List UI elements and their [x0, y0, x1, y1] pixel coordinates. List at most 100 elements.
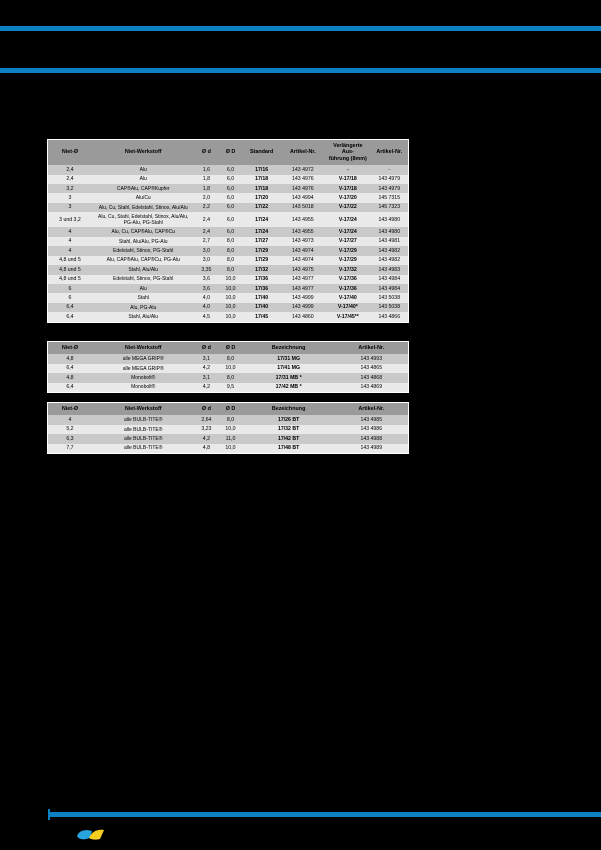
- table-cell: 4: [48, 415, 92, 425]
- table-cell: Alu: [91, 283, 195, 294]
- table-cell: 143 4860: [280, 312, 326, 322]
- table-cell: Alu, PG-Alu: [91, 302, 195, 313]
- table-cell: 143 4999: [280, 293, 326, 303]
- col-header-durchmesser-d: Ø d: [194, 403, 219, 416]
- table-cell: 2,0: [194, 193, 219, 203]
- table-cell: 143 4988: [334, 434, 408, 444]
- table-row: 4 Stahl, Alu/Alu, PG-Alu 2,7 8,0 17/27 143 49…: [48, 236, 408, 247]
- table-row: 3,2 CAP®Alu, CAP®Kupfer 1,8 6,0 17/18 143 497…: [48, 183, 408, 194]
- table-cell: 6,4: [48, 363, 92, 374]
- table-cell: 4,8 und 5: [48, 255, 92, 266]
- table-row: 3 Alu/Cu 2,0 6,0 17/20 143 4994 V-17/20 145 731…: [48, 193, 408, 203]
- table-cell: 6,0: [218, 165, 243, 175]
- col-header-niet-durchmesser: Niet-Ø: [48, 342, 92, 355]
- table-cell: 143 4982: [370, 255, 408, 266]
- table-cell: 17/29: [242, 255, 281, 266]
- table-cell: 8,0: [218, 236, 243, 247]
- col-header-niet-durchmesser: Niet-Ø: [48, 140, 92, 166]
- table-cell: 4: [48, 227, 92, 237]
- col-header-verlaengerte-line1: Verlängerte Aus-: [333, 143, 363, 156]
- table-cell: 10,0: [218, 302, 243, 313]
- table-row: 6,4 Monobolt® 4,2 9,5 17/42 MB * 143 4869: [48, 382, 408, 393]
- table-cell: alle BULB-TITE®: [91, 424, 195, 435]
- col-header-bezeichnung: Bezeichnung: [242, 342, 335, 355]
- table-cell: 6,0: [218, 212, 243, 228]
- table-cell: 8,0: [218, 373, 243, 383]
- table-cell: 17/22: [242, 202, 281, 213]
- table-cell: 5,2: [48, 424, 92, 435]
- table-cell: 3,0: [194, 246, 219, 256]
- table-cell: 143 4993: [334, 354, 408, 364]
- table-cell: 2,4: [48, 174, 92, 184]
- table-cell: 4,5: [194, 312, 219, 322]
- table-cell: 143 4983: [370, 265, 408, 275]
- col-header-artikel-nr: Artikel-Nr.: [334, 403, 408, 416]
- table-cell: 6,4: [48, 382, 92, 393]
- table-cell: -: [325, 165, 371, 175]
- table-cell: 6,0: [218, 174, 243, 184]
- table-cell: 17/18: [242, 183, 281, 194]
- table-cell: Monobolt®: [91, 382, 195, 393]
- table-cell: 143 4868: [334, 373, 408, 383]
- table-row: 7,7 alle BULB-TITE® 4,8 10,0 17/48 BT 143 498…: [48, 443, 408, 454]
- col-header-durchmesser-d: Ø d: [194, 140, 219, 166]
- table-cell: Alu/Cu: [91, 193, 195, 203]
- table-cell: V-17/40: [325, 293, 371, 303]
- table-cell: 143 4972: [280, 165, 326, 175]
- rivet-table-megagrip-grid: Niet-Ø Niet-Werkstoff Ø d Ø D Bezeichnun…: [48, 342, 408, 393]
- table-cell: 143 4955: [280, 227, 326, 237]
- col-header-artikel-nr: Artikel-Nr.: [334, 342, 408, 355]
- table-cell: 143 4979: [370, 174, 408, 184]
- table-cell: Edelstahl, Stinox, PG-Stahl: [91, 274, 195, 284]
- table-cell: V-17/29: [325, 255, 371, 266]
- table-cell: 3: [48, 193, 92, 203]
- table-cell: Stahl, Alu/Alu, PG-Alu: [91, 236, 195, 247]
- table-cell: 10,0: [218, 363, 243, 374]
- table-cell: 143 4994: [280, 193, 326, 203]
- table-cell: 10,0: [218, 443, 243, 454]
- rivet-table-bulbtite-body: 4 alle BULB-TITE® 2,64 8,0 17/26 BT 143 4985 5…: [48, 415, 408, 454]
- table-cell: 143 4981: [370, 236, 408, 247]
- table-row: 4 alle BULB-TITE® 2,64 8,0 17/26 BT 143 4985: [48, 415, 408, 425]
- table-row: 2,4 Alu 1,6 6,0 17/16 143 4972- -: [48, 165, 408, 175]
- rivet-table-bulbtite-grid: Niet-Ø Niet-Werkstoff Ø d Ø D Bezeichnun…: [48, 403, 408, 454]
- table-cell: 17/32: [242, 265, 281, 275]
- table-cell: alle MEGA GRIP®: [91, 354, 195, 364]
- table-cell: 17/24: [242, 212, 281, 228]
- table-cell: 143 4982: [370, 246, 408, 256]
- table-cell: Edelstahl, Stinox, PG-Stahl: [91, 246, 195, 256]
- table-row: 4,8 und 5 Edelstahl, Stinox, PG-Stahl 3,6 1…: [48, 274, 408, 284]
- col-header-niet-werkstoff: Niet-Werkstoff: [91, 140, 195, 166]
- rivet-table-megagrip: Niet-Ø Niet-Werkstoff Ø d Ø D Bezeichnun…: [47, 341, 409, 394]
- col-header-verlaengerte-line2: führung (8mm): [328, 155, 367, 162]
- table-cell: 10,0: [218, 424, 243, 435]
- table-cell: -: [370, 165, 408, 175]
- table-cell: 4,8 und 5: [48, 265, 92, 275]
- table-cell: 3 und 3,2: [48, 212, 92, 228]
- table-cell: 17/18: [242, 174, 281, 184]
- table-cell: 143 4866: [370, 312, 408, 322]
- table-cell: V-17/18: [325, 183, 371, 194]
- table-cell: 4: [48, 246, 92, 256]
- table-cell: 3,35: [194, 265, 219, 275]
- table-cell: Alu: [91, 165, 195, 175]
- table-cell: 1,6: [194, 165, 219, 175]
- col-header-artikel-nr-1: Artikel-Nr.: [280, 140, 326, 166]
- table-cell: 143 4869: [334, 382, 408, 393]
- table-cell: 143 4985: [334, 415, 408, 425]
- table-cell: 4,2: [194, 363, 219, 374]
- footer-accent-rule: [50, 812, 601, 817]
- table-cell: 17/16: [242, 165, 281, 175]
- table-cell: 143 4977: [280, 283, 326, 294]
- table-cell: Alu, Cu, Stahl, Edelstahl, Stinox, Alu/A…: [91, 202, 195, 213]
- table-cell: 17/42 BT: [242, 434, 335, 444]
- table-cell: alle MEGA GRIP®: [91, 363, 195, 374]
- table-cell: 17/40: [242, 293, 281, 303]
- table-cell: 143 4974: [280, 246, 326, 256]
- col-header-verlaengerte-ausfuehrung: Verlängerte Aus- führung (8mm): [325, 140, 371, 166]
- table-cell: Alu, Cu, CAP®Alu, CAP®Cu: [91, 227, 195, 237]
- table-cell: 17/32 BT: [242, 424, 335, 435]
- table-cell: 143 4999: [280, 302, 326, 313]
- table-cell: 4,2: [194, 382, 219, 393]
- table-row: 6,4 Alu, PG-Alu 4,0 10,0 17/40 143 4999 V-17/4…: [48, 302, 408, 313]
